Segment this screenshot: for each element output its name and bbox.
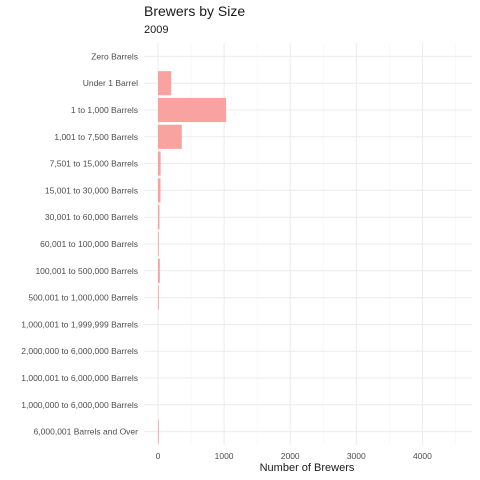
x-tick-label: 1000 [215, 451, 234, 461]
bar [158, 258, 160, 283]
bar [158, 419, 159, 444]
y-axis-tick-labels: Zero Barrels Under 1 Barrel 1 to 1,000 Bar… [21, 51, 138, 436]
x-tick-label: 4000 [413, 451, 432, 461]
y-tick-label: 1,000,001 to 6,000,000 Barrels [21, 373, 138, 383]
bar [158, 124, 182, 149]
y-tick-label: 7,501 to 15,000 Barrels [50, 159, 138, 169]
x-axis-tick-labels: 0 1000 2000 3000 4000 [156, 451, 432, 461]
y-tick-label: 100,001 to 500,000 Barrels [35, 266, 138, 276]
y-tick-label: 2,000,000 to 6,000,000 Barrels [21, 346, 138, 356]
y-tick-label: 60,001 to 100,000 Barrels [40, 239, 138, 249]
y-tick-label: 1 to 1,000 Barrels [71, 105, 138, 115]
x-tick-label: 2000 [281, 451, 300, 461]
bar [158, 231, 159, 257]
bar [158, 205, 160, 230]
chart-subtitle: 2009 [144, 24, 168, 36]
y-tick-label: Under 1 Barrel [83, 78, 138, 88]
bar [158, 285, 159, 310]
y-tick-label: 500,001 to 1,000,000 Barrels [28, 293, 138, 303]
y-tick-label: 6,000,001 Barrels and Over [34, 427, 139, 437]
y-tick-label: 15,001 to 30,000 Barrels [45, 185, 138, 195]
bars [158, 71, 227, 444]
y-tick-label: 1,000,001 to 1,999,999 Barrels [21, 319, 138, 329]
bar [158, 97, 227, 123]
bar [158, 151, 161, 176]
bar [158, 71, 172, 96]
bar [158, 178, 161, 203]
x-tick-label: 3000 [347, 451, 366, 461]
x-tick-label: 0 [156, 451, 161, 461]
y-tick-label: Zero Barrels [91, 51, 138, 61]
y-tick-label: 1,000,000 to 6,000,000 Barrels [21, 400, 138, 410]
chart-title: Brewers by Size [144, 3, 245, 19]
y-tick-label: 30,001 to 60,000 Barrels [45, 212, 138, 222]
y-tick-label: 1,001 to 7,500 Barrels [54, 132, 138, 142]
x-axis-title: Number of Brewers [260, 462, 355, 474]
